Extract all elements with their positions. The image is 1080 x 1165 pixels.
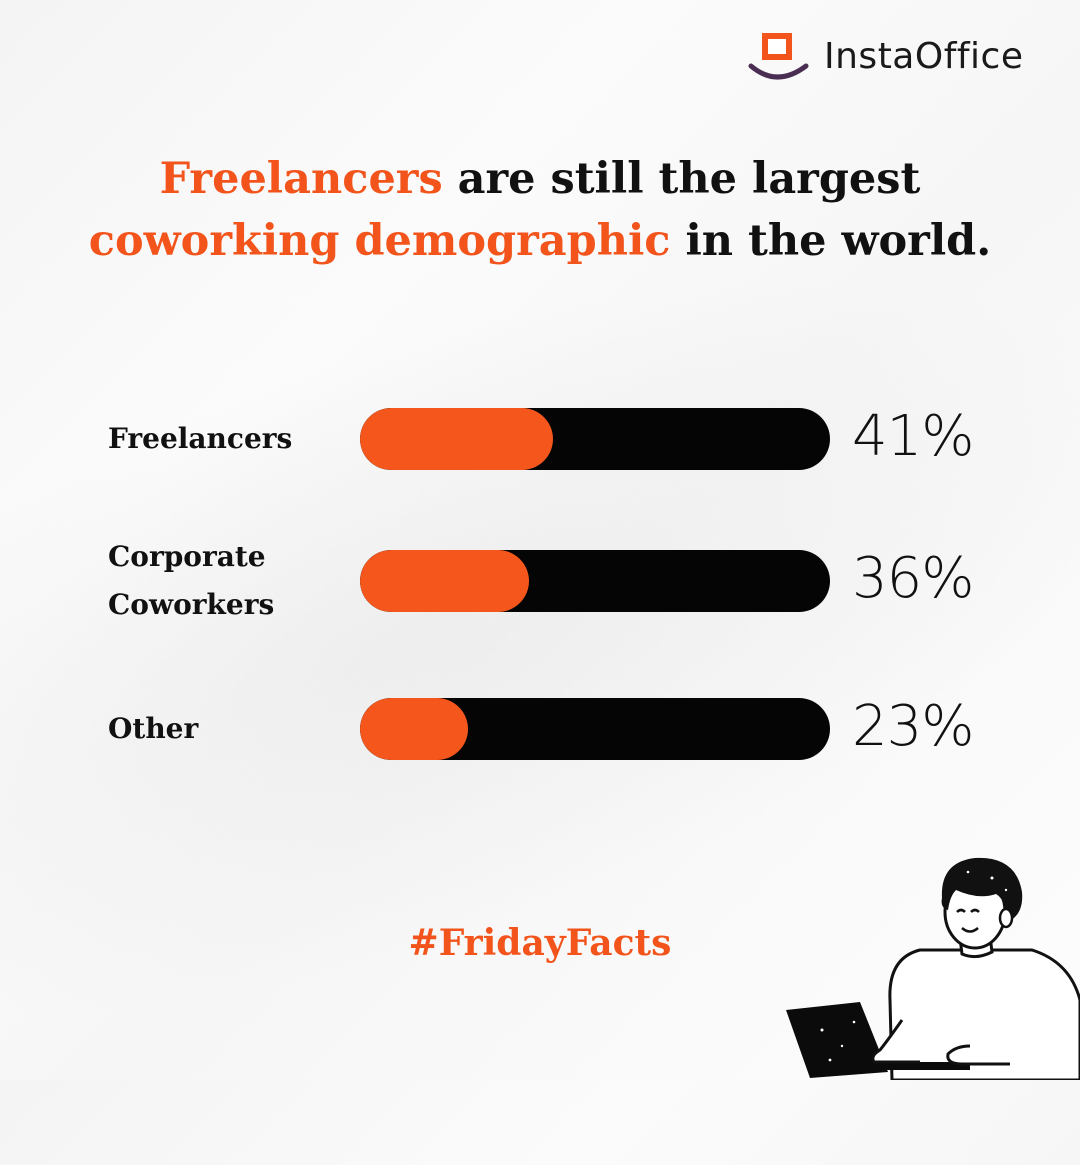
category-label-line: Corporate [108, 540, 266, 573]
headline-line-1: Freelancers are still the largest [0, 148, 1080, 210]
hashtag: #FridayFacts [408, 922, 672, 964]
headline-accent-2: coworking demographic [88, 216, 671, 266]
value-label: 41% [852, 404, 974, 469]
category-label-line: Freelancers [108, 422, 293, 455]
category-label-line: Coworkers [108, 588, 275, 621]
headline-line-2: coworking demographic in the world. [0, 210, 1080, 272]
category-label-line: Other [108, 712, 199, 745]
value-label: 36% [852, 546, 974, 611]
person-with-laptop-illustration-icon [786, 857, 1080, 1080]
bar-track [360, 698, 830, 760]
category-label: Other [108, 705, 198, 753]
bar-track [360, 408, 830, 470]
headline-text-2: in the world. [670, 216, 992, 266]
headline-text-1: are still the largest [442, 154, 921, 204]
bar-fill [360, 408, 553, 470]
bar-fill [360, 698, 468, 760]
value-label: 23% [852, 694, 974, 759]
category-label: Freelancers [108, 415, 292, 463]
headline-accent-1: Freelancers [159, 154, 443, 204]
progress-bar-chart: Freelancers 41% Corporate Coworkers 36% Other… [108, 404, 974, 760]
category-label: Corporate Coworkers [108, 533, 274, 629]
brand-logo: InstaOffice [748, 30, 1048, 90]
bar-fill [360, 550, 529, 612]
office-box-smile-logo-icon [748, 33, 809, 80]
page-title: Freelancers are still the largest cowork… [0, 148, 1080, 272]
bar-track [360, 550, 830, 612]
brand-name: InstaOffice [824, 36, 1024, 77]
